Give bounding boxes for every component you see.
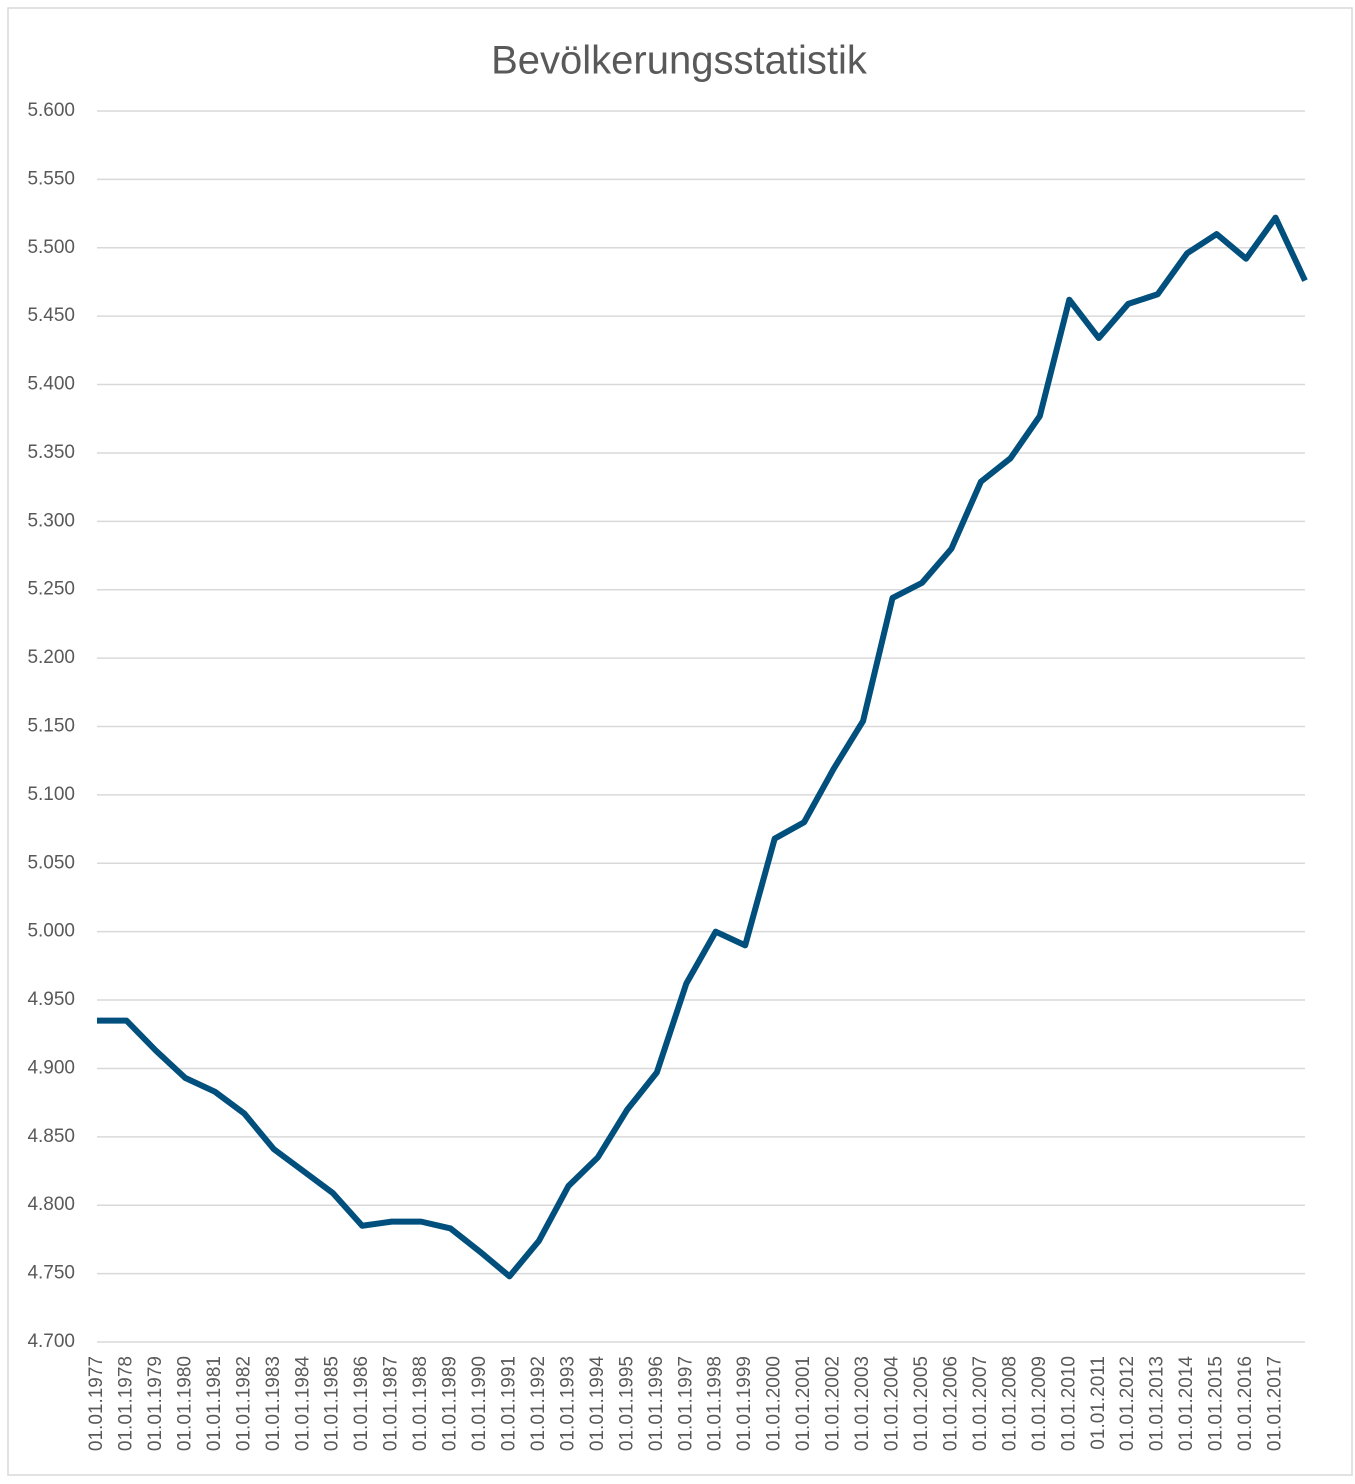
x-tick-label: 01.01.1980: [174, 1356, 195, 1451]
x-tick-label: 01.01.2014: [1176, 1356, 1197, 1452]
x-tick-label: 01.01.1985: [322, 1356, 343, 1451]
y-tick-label: 5.450: [27, 305, 75, 326]
x-tick-label: 01.01.1977: [86, 1356, 107, 1451]
x-tick-label: 01.01.2009: [1029, 1356, 1050, 1451]
x-tick-label: 01.01.1983: [263, 1356, 284, 1451]
x-tick-label: 01.01.2000: [764, 1356, 785, 1451]
y-tick-label: 5.550: [27, 168, 75, 189]
x-tick-label: 01.01.2007: [970, 1356, 991, 1451]
x-tick-label: 01.01.1988: [410, 1356, 431, 1451]
x-tick-label: 01.01.1992: [528, 1356, 549, 1451]
x-tick-label: 01.01.2003: [852, 1356, 873, 1451]
x-tick-label: 01.01.2017: [1265, 1356, 1286, 1451]
x-tick-label: 01.01.2001: [793, 1356, 814, 1451]
y-tick-label: 5.200: [27, 647, 75, 668]
x-tick-label: 01.01.2015: [1206, 1356, 1227, 1451]
y-tick-label: 5.600: [27, 100, 75, 121]
x-tick-label: 01.01.1994: [587, 1356, 608, 1452]
x-tick-label: 01.01.2008: [999, 1356, 1020, 1451]
x-tick-label: 01.01.2010: [1058, 1356, 1079, 1451]
x-tick-label: 01.01.1989: [440, 1356, 461, 1451]
x-tick-label: 01.01.1986: [351, 1356, 372, 1451]
y-tick-label: 4.750: [27, 1263, 75, 1284]
x-tick-label: 01.01.1982: [233, 1356, 254, 1451]
y-tick-label: 5.300: [27, 510, 75, 531]
x-tick-label: 01.01.2011: [1088, 1356, 1109, 1450]
chart-border: [7, 7, 1353, 1476]
x-tick-label: 01.01.1990: [469, 1356, 490, 1451]
y-tick-label: 4.800: [27, 1194, 75, 1215]
x-tick-label: 01.01.1978: [115, 1356, 136, 1451]
x-tick-label: 01.01.1984: [292, 1356, 313, 1452]
x-tick-label: 01.01.1999: [734, 1356, 755, 1451]
y-tick-label: 5.150: [27, 716, 75, 737]
y-tick-label: 5.350: [27, 442, 75, 463]
y-tick-label: 4.850: [27, 1126, 75, 1147]
y-tick-label: 5.000: [27, 921, 75, 942]
x-tick-label: 01.01.2004: [882, 1356, 903, 1452]
y-tick-label: 5.050: [27, 852, 75, 873]
x-tick-label: 01.01.2006: [940, 1356, 961, 1451]
x-tick-label: 01.01.1991: [499, 1356, 520, 1451]
y-tick-label: 4.950: [27, 989, 75, 1010]
data-line: [97, 214, 1308, 1280]
x-tick-label: 01.01.2005: [911, 1356, 932, 1451]
x-tick-label: 01.01.1996: [646, 1356, 667, 1451]
y-tick-label: 5.250: [27, 579, 75, 600]
y-tick-label: 5.500: [27, 237, 75, 258]
x-tick-label: 01.01.2012: [1117, 1356, 1138, 1451]
y-tick-label: 4.700: [27, 1331, 75, 1352]
x-tick-label: 01.01.2002: [823, 1356, 844, 1451]
x-tick-label: 01.01.1981: [204, 1356, 225, 1451]
x-tick-label: 01.01.1993: [557, 1356, 578, 1451]
x-tick-label: 01.01.1987: [381, 1356, 402, 1451]
chart-title: Bevölkerungsstatistik: [491, 39, 868, 83]
y-tick-label: 5.100: [27, 784, 75, 805]
x-tick-label: 01.01.2016: [1235, 1356, 1256, 1451]
x-tick-label: 01.01.2013: [1147, 1356, 1168, 1451]
x-tick-label: 01.01.1995: [616, 1356, 637, 1451]
y-tick-label: 4.900: [27, 1057, 75, 1078]
x-tick-label: 01.01.1998: [705, 1356, 726, 1451]
y-tick-label: 5.400: [27, 374, 75, 395]
x-tick-label: 01.01.1979: [145, 1356, 166, 1451]
x-tick-label: 01.01.1997: [675, 1356, 696, 1451]
